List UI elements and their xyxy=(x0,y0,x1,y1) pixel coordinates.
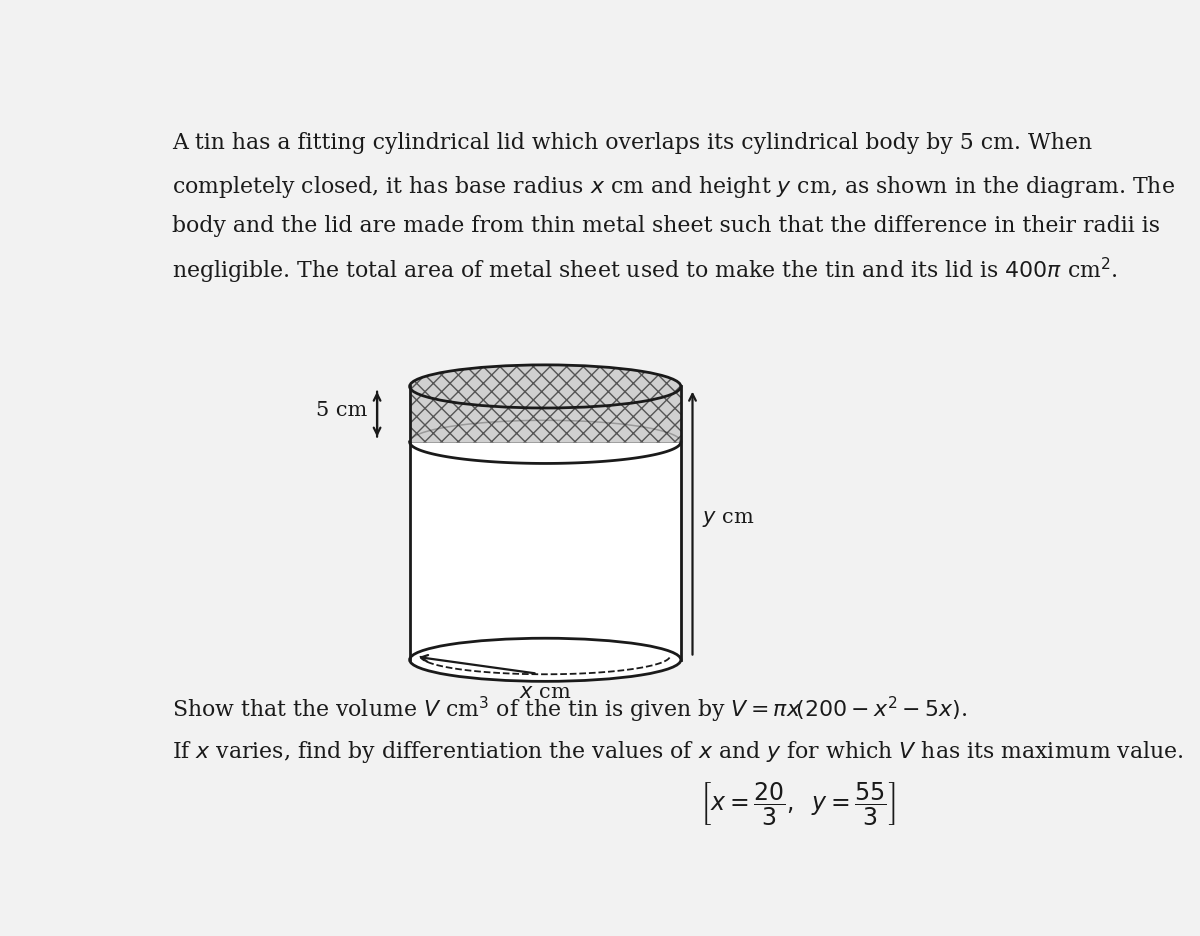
Ellipse shape xyxy=(409,638,680,681)
Text: completely closed, it has base radius $x$ cm and height $y$ cm, as shown in the : completely closed, it has base radius $x… xyxy=(172,173,1175,199)
Text: $\left[x = \dfrac{20}{3},\;\; y = \dfrac{55}{3}\right]$: $\left[x = \dfrac{20}{3},\;\; y = \dfrac… xyxy=(701,781,896,828)
Polygon shape xyxy=(409,387,680,660)
Text: $y$ cm: $y$ cm xyxy=(702,509,755,529)
Text: Show that the volume $V$ cm$^3$ of the tin is given by $V = \pi x\!\left(200 - x: Show that the volume $V$ cm$^3$ of the t… xyxy=(172,695,967,724)
Text: body and the lid are made from thin metal sheet such that the difference in thei: body and the lid are made from thin meta… xyxy=(172,214,1159,237)
Text: negligible. The total area of metal sheet used to make the tin and its lid is $4: negligible. The total area of metal shee… xyxy=(172,256,1117,286)
Polygon shape xyxy=(409,387,680,442)
Text: If $x$ varies, find by differentiation the values of $x$ and $y$ for which $V$ h: If $x$ varies, find by differentiation t… xyxy=(172,739,1183,765)
Text: $x$ cm: $x$ cm xyxy=(520,683,571,702)
Text: 5 cm: 5 cm xyxy=(317,401,367,420)
Text: A tin has a fitting cylindrical lid which overlaps its cylindrical body by 5 cm.: A tin has a fitting cylindrical lid whic… xyxy=(172,132,1092,154)
Ellipse shape xyxy=(409,365,680,408)
